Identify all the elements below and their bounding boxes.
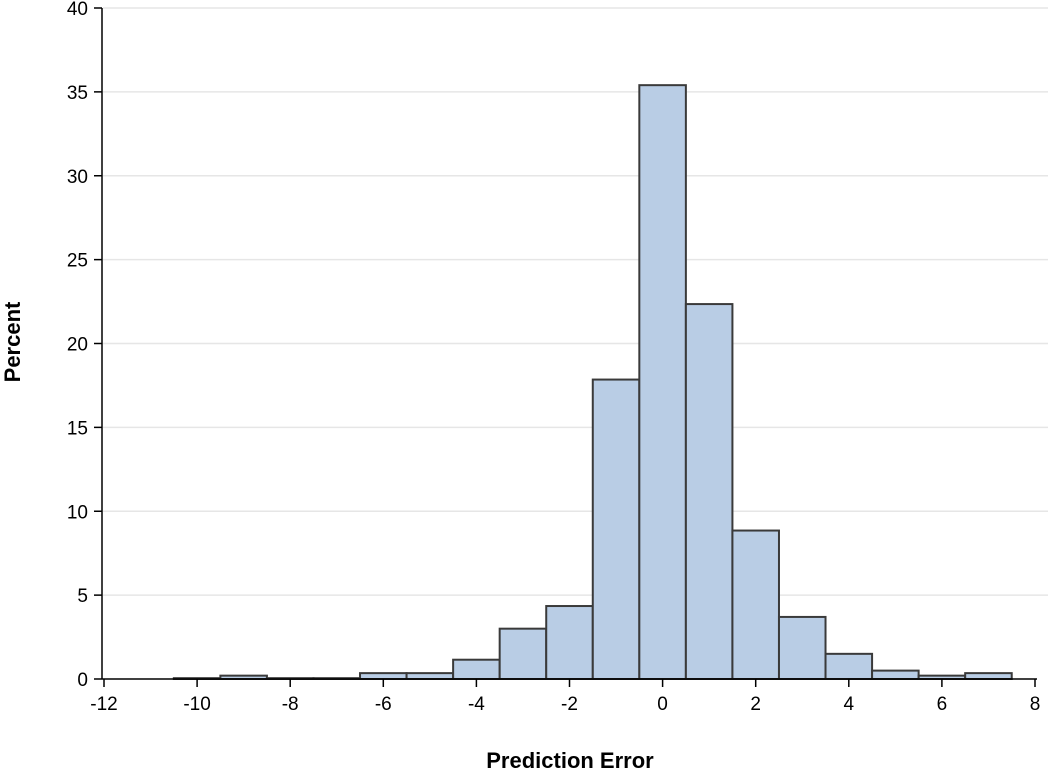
x-tick-label: 4 — [844, 694, 855, 715]
histogram-bar — [452, 658, 501, 680]
histogram-bar — [498, 627, 548, 680]
histogram-bar — [545, 605, 594, 680]
y-tick-label: 15 — [67, 418, 88, 439]
y-tick-label: 40 — [67, 0, 88, 20]
y-tick-label: 30 — [67, 167, 88, 188]
x-tick-label: 6 — [937, 694, 948, 715]
x-tick-label: 8 — [1030, 694, 1041, 715]
x-tick-label: 0 — [657, 694, 668, 715]
y-tick-label: 20 — [67, 335, 88, 356]
x-tick-label: -6 — [375, 694, 392, 715]
gridlines — [103, 7, 1048, 596]
histogram-bar — [359, 672, 408, 680]
x-tick-label: -10 — [183, 694, 210, 715]
histogram-bar — [964, 672, 1013, 680]
x-tick-label: -2 — [561, 694, 578, 715]
x-tick-label: -8 — [282, 694, 299, 715]
histogram-bar — [405, 672, 455, 680]
histogram-bar — [777, 615, 827, 680]
y-tick-label: 5 — [77, 586, 88, 607]
histogram-bar — [684, 303, 734, 680]
histogram-bar — [731, 529, 780, 681]
y-axis-title: Percent — [0, 301, 25, 382]
y-tick-label: 10 — [67, 502, 88, 523]
x-tick-label: -12 — [90, 694, 117, 715]
y-tick-label: 35 — [67, 83, 88, 104]
x-tick-label: 2 — [750, 694, 761, 715]
bars — [172, 84, 1013, 681]
ticks: 0 5 10 15 20 25 30 35 40 -12 -10 -8 -6 -4 -2 0 2 4 6 8 — [67, 0, 1040, 715]
histogram-bar — [638, 84, 687, 681]
histogram-bar — [591, 378, 641, 680]
histogram-bar — [824, 652, 874, 681]
y-tick-label: 25 — [67, 251, 88, 272]
y-tick-label: 0 — [77, 670, 88, 691]
histogram-bar — [871, 669, 920, 680]
x-axis-title: Prediction Error — [486, 748, 654, 771]
x-tick-label: -4 — [468, 694, 485, 715]
